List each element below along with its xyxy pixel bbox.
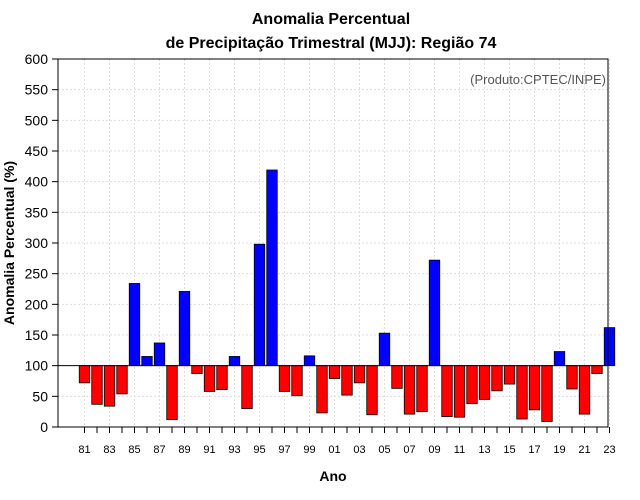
bar-04 (366, 365, 378, 416)
bar-99 (303, 355, 316, 367)
bar-13 (478, 365, 491, 400)
x-tick-label-83: 83 (103, 444, 115, 456)
y-axis-label: Anomalia Percentual (%) (1, 161, 17, 325)
x-tick-label-91: 91 (203, 444, 215, 456)
bar-91 (203, 365, 216, 392)
x-tick-label-87: 87 (153, 444, 165, 456)
bar-95 (253, 243, 266, 367)
credit-label: (Produto:CPTEC/INPE) (470, 72, 606, 87)
x-tick-label-23: 23 (603, 444, 615, 456)
y-tick-label-200: 200 (25, 296, 49, 312)
y-tick-label-0: 0 (40, 419, 48, 435)
y-tick-label-550: 550 (25, 82, 49, 98)
bar-20 (566, 365, 578, 390)
y-tick-label-300: 300 (25, 235, 49, 251)
x-tick-label-11: 11 (454, 444, 465, 456)
x-axis: 81 83 85 87 89 91 93 95 97 99 01 03 05 07 09 11 13 15 17 19… (78, 427, 616, 456)
bar-11 (453, 365, 466, 418)
bar-88 (166, 365, 178, 421)
y-tick-label-350: 350 (25, 204, 49, 220)
bar-16 (516, 365, 528, 420)
bar-08 (416, 365, 428, 413)
x-tick-label-07: 07 (403, 444, 415, 456)
bar-83 (103, 365, 116, 407)
x-tick-label-03: 03 (353, 444, 365, 456)
grid-lines (58, 59, 610, 427)
y-tick-label-50: 50 (32, 388, 48, 404)
bar-93 (228, 356, 241, 367)
x-tick-label-17: 17 (528, 444, 540, 456)
bar-97 (278, 365, 291, 392)
bar-84 (116, 365, 128, 395)
x-tick-label-89: 89 (178, 444, 190, 456)
x-tick-label-93: 93 (228, 444, 240, 456)
bar-81 (78, 365, 91, 384)
x-tick-label-97: 97 (278, 444, 290, 456)
bar-82 (91, 365, 103, 405)
chart-title-line-2: de Precipitação Trimestral (MJJ): Região… (166, 35, 497, 52)
bar-17 (528, 365, 541, 411)
x-tick-label-09: 09 (428, 444, 440, 456)
bar-10 (441, 365, 453, 417)
bar-89 (178, 291, 191, 367)
y-tick-label-450: 450 (25, 143, 49, 159)
bar-15 (503, 365, 516, 385)
y-tick-label-600: 600 (25, 51, 49, 67)
bar-85 (128, 283, 141, 367)
bar-22 (591, 365, 603, 375)
bar-19 (553, 351, 566, 367)
bar-92 (216, 365, 228, 390)
x-tick-label-05: 05 (378, 444, 390, 456)
bar-05 (378, 332, 391, 367)
bar-18 (541, 365, 553, 422)
x-tick-label-81: 81 (78, 444, 90, 456)
bar-09 (428, 259, 441, 367)
x-tick-label-01: 01 (328, 444, 340, 456)
y-tick-label-150: 150 (25, 327, 49, 343)
x-tick-label-13: 13 (478, 444, 490, 456)
bar-23 (603, 327, 616, 367)
x-tick-label-21: 21 (578, 444, 590, 456)
bar-87 (153, 342, 166, 367)
chart-title-line-1: Anomalia Percentual (252, 11, 410, 28)
bar-98 (291, 365, 303, 397)
bar-14 (491, 365, 503, 392)
x-tick-label-19: 19 (553, 444, 565, 456)
bar-03 (353, 365, 366, 384)
y-tick-label-250: 250 (25, 266, 49, 282)
y-tick-label-100: 100 (25, 358, 49, 374)
bar-01 (328, 365, 341, 379)
bar-96 (266, 169, 278, 367)
x-tick-label-15: 15 (503, 444, 515, 456)
y-axis: 0 50 100 150 200 250 300 350 400 450 500 550 600 (25, 51, 58, 435)
x-tick-label-85: 85 (128, 444, 140, 456)
bar-00 (316, 365, 328, 414)
y-tick-label-400: 400 (25, 174, 49, 190)
bar-07 (403, 365, 416, 415)
bar-21 (578, 365, 591, 415)
bar-94 (241, 365, 253, 409)
bar-12 (466, 365, 478, 405)
bar-90 (191, 365, 203, 375)
x-tick-label-99: 99 (303, 444, 315, 456)
bar-02 (341, 365, 353, 396)
x-tick-label-95: 95 (253, 444, 265, 456)
bar-86 (141, 356, 153, 367)
x-axis-label: Ano (319, 468, 346, 484)
y-tick-label-500: 500 (25, 112, 49, 128)
bar-06 (391, 365, 403, 389)
